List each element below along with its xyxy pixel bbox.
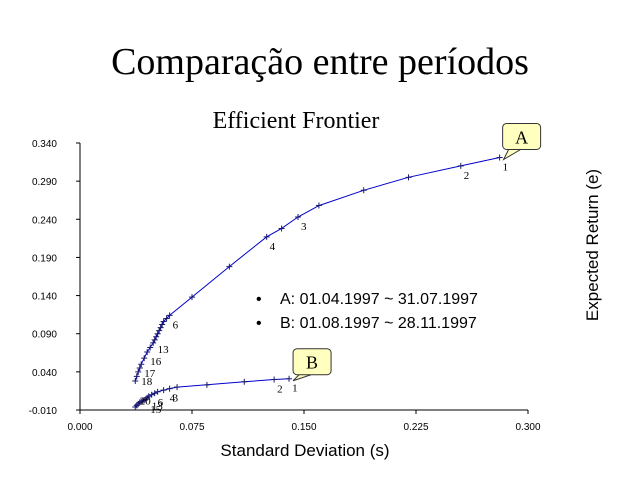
series-a-point: [295, 213, 302, 220]
series-a-point-label: 16: [150, 356, 162, 368]
series-b-point: [271, 376, 278, 383]
series-b-point-label: 15: [150, 404, 162, 416]
series-a-point: [153, 333, 160, 340]
callout-a-pointer: [502, 149, 521, 161]
series-a-point-label: 6: [173, 319, 179, 331]
series-a-point: [163, 315, 170, 322]
series-a-point: [135, 368, 142, 375]
series-a-point-label: 4: [270, 241, 276, 253]
series-a-point: [226, 263, 233, 270]
annotation-bullet: •: [256, 291, 262, 308]
series-a-point: [189, 294, 195, 301]
series-a-point: [360, 187, 367, 194]
series-a-point-label: 17: [144, 368, 156, 380]
series-a-point: [141, 355, 148, 362]
series-a-point: [166, 312, 173, 319]
series-b-point-label: 4: [170, 393, 176, 405]
y-tick-label: 0.290: [32, 177, 57, 188]
y-tick-label: -0.010: [29, 406, 58, 417]
series-b-point: [166, 385, 173, 392]
series-b-point: [241, 378, 248, 385]
callout-a-box: [502, 122, 542, 150]
callout-b-pointer: [292, 374, 312, 382]
x-tick-label: 0.300: [515, 422, 540, 433]
series-a-point: [154, 330, 161, 337]
series-b-point-label: 13: [152, 400, 164, 412]
series-a-point: [151, 336, 158, 343]
annotation-period-b: B: 01.08.1997 ~ 28.11.1997: [280, 315, 477, 332]
series-a-point: [144, 349, 151, 356]
slide-title: Comparação entre períodos: [111, 41, 529, 83]
x-axis-label: Standard Deviation (s): [220, 441, 389, 460]
y-tick-label: 0.090: [32, 330, 57, 341]
series-b-point-label: 6: [158, 397, 164, 409]
series-a-point-label: 2: [464, 170, 470, 182]
y-tick-label: 0.190: [32, 253, 57, 264]
y-tick-label: 0.340: [32, 139, 57, 150]
x-tick-label: 0.075: [179, 422, 204, 433]
y-axis-label: Expected Return (e): [583, 169, 602, 321]
y-tick-label: 0.140: [32, 292, 57, 303]
series-a-point: [278, 225, 285, 232]
series-a-point: [315, 202, 322, 209]
chart-callouts: AB: [292, 122, 542, 382]
legend-annotations: • A: 01.04.1997 ~ 31.07.1997 • B: 01.08.…: [256, 291, 478, 332]
series-a-point-label: 3: [301, 221, 307, 233]
series-b-point-label: 2: [277, 383, 283, 395]
series-b-point: [132, 403, 139, 410]
series-a-point: [136, 365, 143, 372]
y-tick-label: 0.040: [32, 368, 57, 379]
x-tick-label: 0.150: [291, 422, 316, 433]
series-a-point: [156, 327, 163, 334]
series-a-point-label: 1: [503, 161, 509, 173]
callout-b-box: [292, 348, 332, 376]
series-a-line: [134, 157, 500, 382]
series-b-point: [286, 375, 293, 382]
series-a-point: [405, 174, 412, 181]
x-tick-label: 0.000: [67, 422, 92, 433]
chart-title: Efficient Frontier: [213, 108, 380, 134]
annotation-period-a: A: 01.04.1997 ~ 31.07.1997: [280, 291, 478, 308]
annotation-bullet: •: [256, 315, 262, 332]
series-a-point: [457, 162, 464, 169]
series-b-point-label: 3: [173, 393, 179, 405]
series-a-point: [263, 233, 270, 240]
series-a-point: [133, 373, 140, 380]
y-tick-label: 0.240: [32, 215, 57, 226]
callout-a-label: A: [515, 127, 528, 147]
series-b-point: [174, 384, 181, 391]
series-a-point: [160, 318, 167, 325]
series-a-point: [157, 324, 164, 331]
series-a-point: [159, 321, 166, 328]
series-a-point: [132, 378, 139, 385]
chart-series: [132, 154, 503, 410]
series-b-point: [160, 387, 167, 394]
callout-b-label: B: [306, 353, 318, 373]
series-b-point: [151, 390, 158, 397]
series-a-point: [147, 344, 154, 351]
series-b-point-label: 1: [292, 383, 298, 395]
x-tick-label: 0.225: [403, 422, 428, 433]
series-a-point: [138, 361, 145, 368]
series-a-point: [496, 154, 503, 161]
chart-ticks: -0.010 0.040 0.090 0.140 0.190 0.240 0.290 0.34…: [29, 139, 541, 433]
series-a-point: [150, 339, 157, 346]
series-b-point: [154, 388, 161, 395]
series-b-point-label: 20: [140, 396, 152, 408]
series-a-point-label: 13: [158, 344, 170, 356]
series-b-point: [203, 381, 210, 388]
series-a-point-label: 18: [141, 376, 153, 388]
